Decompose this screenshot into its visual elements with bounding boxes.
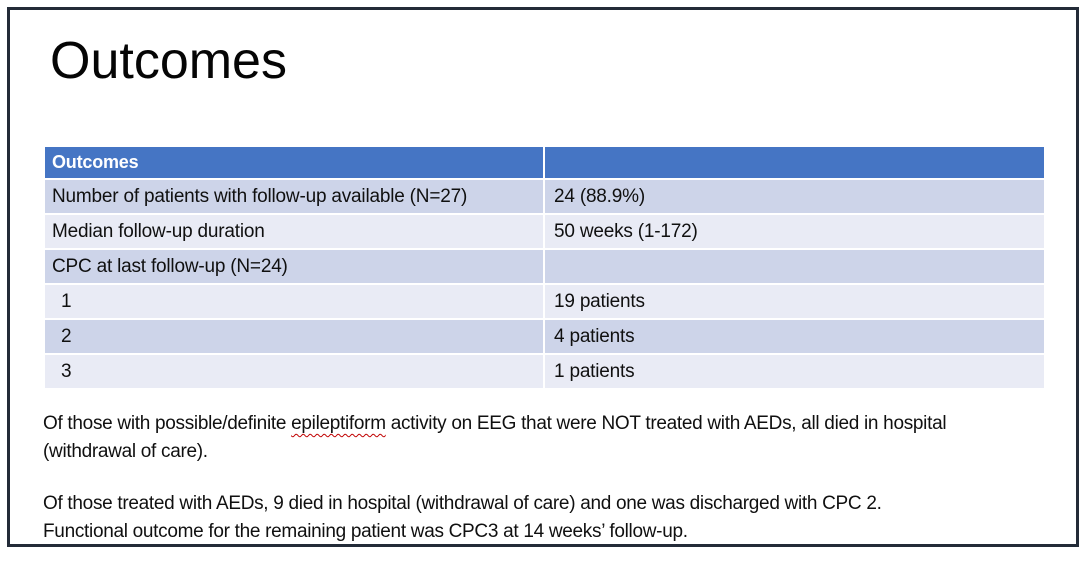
note-paragraph-1-line-1: Of those with possible/definite epilepti…	[43, 410, 1083, 438]
row-label: 1	[45, 285, 543, 318]
table-row: 3 1 patients	[45, 355, 1044, 388]
table-header-value	[545, 147, 1044, 178]
table-header-row: Outcomes	[45, 147, 1044, 178]
row-value: 1 patients	[545, 355, 1044, 388]
row-label: CPC at last follow-up (N=24)	[45, 250, 543, 283]
row-label: Number of patients with follow-up availa…	[45, 180, 543, 213]
row-value: 19 patients	[545, 285, 1044, 318]
note-paragraph-1-line-2: (withdrawal of care).	[43, 441, 208, 462]
table-row: CPC at last follow-up (N=24)	[45, 250, 1044, 283]
row-value: 4 patients	[545, 320, 1044, 353]
note-text: activity on EEG that were NOT treated wi…	[385, 413, 947, 434]
row-label: 2	[45, 320, 543, 353]
row-value	[545, 250, 1044, 283]
slide-frame: Outcomes Outcomes Number of patients wit…	[7, 7, 1079, 547]
table-row: 2 4 patients	[45, 320, 1044, 353]
note-paragraph-2-line-2: Functional outcome for the remaining pat…	[43, 521, 688, 542]
page-title: Outcomes	[50, 32, 287, 90]
notes-text-block: Of those with possible/definite epilepti…	[43, 410, 1083, 546]
table-header-label: Outcomes	[45, 147, 543, 178]
outcomes-table: Outcomes Number of patients with follow-…	[45, 147, 1044, 390]
misspelled-word: epileptiform	[291, 413, 386, 434]
note-text: Of those with possible/definite	[43, 413, 292, 434]
table-row: Median follow-up duration 50 weeks (1-17…	[45, 215, 1044, 248]
row-label: 3	[45, 355, 543, 388]
row-value: 50 weeks (1-172)	[545, 215, 1044, 248]
row-value: 24 (88.9%)	[545, 180, 1044, 213]
table-row: Number of patients with follow-up availa…	[45, 180, 1044, 213]
row-label: Median follow-up duration	[45, 215, 543, 248]
note-paragraph-2-line-1: Of those treated with AEDs, 9 died in ho…	[43, 493, 882, 514]
table-row: 1 19 patients	[45, 285, 1044, 318]
